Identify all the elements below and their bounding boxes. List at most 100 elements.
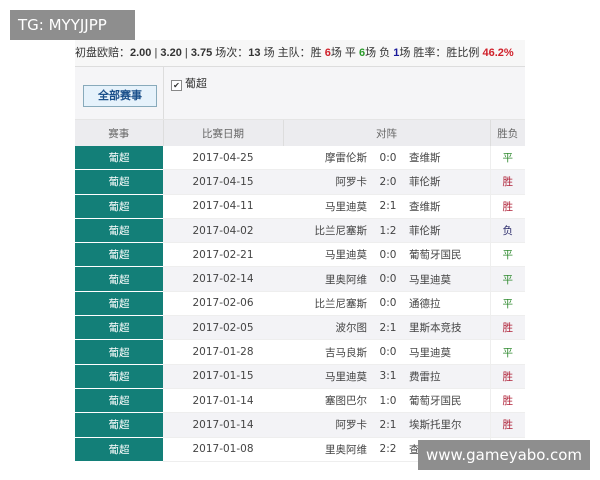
score: 2:1: [373, 412, 403, 438]
league-cell[interactable]: 葡超: [75, 169, 163, 195]
table-row[interactable]: 葡超 2017-02-05 波尔图 2:1 里斯本竞技胜: [75, 315, 525, 341]
table-row[interactable]: 葡超 2017-01-14 塞图巴尔 1:0 葡萄牙国民胜: [75, 388, 525, 414]
table-row[interactable]: 葡超 2017-02-21 马里迪莫 0:0 葡萄牙国民平: [75, 242, 525, 268]
score: 1:0: [373, 388, 403, 414]
date-cell: 2017-02-06: [163, 291, 283, 317]
table-header: 赛事 比赛日期 对阵 胜负: [75, 120, 525, 146]
home-team[interactable]: 塞图巴尔: [283, 388, 373, 414]
col-matchup[interactable]: 对阵: [283, 120, 491, 146]
matches-unit: 场: [263, 47, 275, 59]
away-team[interactable]: 马里迪莫: [403, 339, 490, 365]
league-cell[interactable]: 葡超: [75, 339, 163, 365]
date-cell: 2017-01-14: [163, 412, 283, 438]
date-cell: 2017-01-08: [163, 437, 283, 462]
away-team[interactable]: 埃斯托里尔: [403, 412, 490, 438]
checkbox-checked-icon[interactable]: ✔: [171, 80, 182, 91]
home-team[interactable]: 阿罗卡: [283, 169, 373, 195]
home-team[interactable]: 比兰尼塞斯: [283, 291, 373, 317]
wins-count: 6: [324, 47, 331, 59]
league-cell[interactable]: 葡超: [75, 218, 163, 244]
losses-count: 1: [393, 47, 400, 59]
all-events-button[interactable]: 全部赛事: [83, 85, 157, 107]
date-cell: 2017-02-14: [163, 266, 283, 292]
league-cell[interactable]: 葡超: [75, 146, 163, 171]
away-team[interactable]: 费雷拉: [403, 364, 490, 389]
table-row[interactable]: 葡超 2017-01-15 马里迪莫 3:1 费雷拉胜: [75, 364, 525, 389]
away-team[interactable]: 马里迪莫: [403, 266, 490, 292]
away-team[interactable]: 葡萄牙国民: [403, 242, 490, 268]
result-cell: 胜: [489, 194, 525, 219]
date-cell: 2017-04-25: [163, 146, 283, 171]
table-row[interactable]: 葡超 2017-04-02 比兰尼塞斯 1:2 菲伦斯负: [75, 218, 525, 244]
league-cell[interactable]: 葡超: [75, 194, 163, 219]
col-league[interactable]: 赛事: [75, 120, 164, 146]
league-filter-checkbox[interactable]: ✔ 葡超: [171, 75, 207, 91]
away-team[interactable]: 通德拉: [403, 291, 490, 317]
away-team[interactable]: 查维斯: [403, 194, 490, 219]
table-row[interactable]: 葡超 2017-04-15 阿罗卡 2:0 菲伦斯胜: [75, 169, 525, 195]
table-row[interactable]: 葡超 2017-01-28 吉马良斯 0:0 马里迪莫平: [75, 339, 525, 365]
league-cell[interactable]: 葡超: [75, 242, 163, 268]
league-cell[interactable]: 葡超: [75, 437, 163, 462]
result-cell: 胜: [489, 169, 525, 195]
col-date[interactable]: 比赛日期: [163, 120, 284, 146]
odds-home: 2.00: [130, 47, 152, 59]
filter-bar: 全部赛事 ✔ 葡超: [75, 67, 525, 120]
odds-draw: 3.20: [160, 47, 182, 59]
home-team[interactable]: 摩雷伦斯: [283, 146, 373, 171]
home-team[interactable]: 阿罗卡: [283, 412, 373, 438]
table-row[interactable]: 葡超 2017-04-25 摩雷伦斯 0:0 查维斯平: [75, 146, 525, 171]
date-cell: 2017-02-05: [163, 315, 283, 341]
home-team[interactable]: 里奥阿维: [283, 437, 373, 462]
home-label: 主队：: [277, 47, 311, 59]
away-team[interactable]: 葡萄牙国民: [403, 388, 490, 414]
score: 0:0: [373, 266, 403, 292]
win-label: 胜: [310, 47, 322, 59]
col-result[interactable]: 胜负: [490, 120, 525, 146]
result-cell: 胜: [489, 388, 525, 414]
league-cell[interactable]: 葡超: [75, 364, 163, 389]
league-cell[interactable]: 葡超: [75, 388, 163, 414]
date-cell: 2017-01-14: [163, 388, 283, 414]
league-cell[interactable]: 葡超: [75, 266, 163, 292]
date-cell: 2017-04-02: [163, 218, 283, 244]
table-row[interactable]: 葡超 2017-02-06 比兰尼塞斯 0:0 通德拉平: [75, 291, 525, 317]
away-team[interactable]: 里斯本竞技: [403, 315, 490, 341]
score: 0:0: [373, 291, 403, 317]
result-cell: 负: [489, 218, 525, 244]
home-team[interactable]: 吉马良斯: [283, 339, 373, 365]
date-cell: 2017-02-21: [163, 242, 283, 268]
score: 3:1: [373, 364, 403, 389]
rate-label: 胜率：胜比例: [413, 47, 480, 59]
win-rate: 46.2%: [482, 47, 514, 59]
date-cell: 2017-04-15: [163, 169, 283, 195]
league-cell[interactable]: 葡超: [75, 291, 163, 317]
result-cell: 胜: [489, 364, 525, 389]
odds-away: 3.75: [190, 47, 213, 59]
matches-count: 13: [248, 47, 261, 59]
result-cell: 平: [489, 339, 525, 365]
table-row[interactable]: 葡超 2017-04-11 马里迪莫 2:1 查维斯胜: [75, 194, 525, 219]
home-team[interactable]: 比兰尼塞斯: [283, 218, 373, 244]
home-team[interactable]: 马里迪莫: [283, 364, 373, 389]
table-row[interactable]: 葡超 2017-02-14 里奥阿维 0:0 马里迪莫平: [75, 266, 525, 292]
match-history-panel: 初盘欧赔：2.00 | 3.20 | 3.75 场次：13 场 主队：胜 6场 …: [75, 40, 525, 462]
score: 2:0: [373, 169, 403, 195]
league-cell[interactable]: 葡超: [75, 412, 163, 438]
draw-label: 场 平: [330, 47, 356, 59]
draws-count: 6: [358, 47, 366, 59]
league-cell[interactable]: 葡超: [75, 315, 163, 341]
table-row[interactable]: 葡超 2017-01-14 阿罗卡 2:1 埃斯托里尔胜: [75, 412, 525, 438]
home-team[interactable]: 里奥阿维: [283, 266, 373, 292]
home-team[interactable]: 马里迪莫: [283, 242, 373, 268]
odds-label: 初盘欧赔：: [75, 47, 130, 59]
away-team[interactable]: 菲伦斯: [403, 218, 490, 244]
home-team[interactable]: 马里迪莫: [283, 194, 373, 219]
home-team[interactable]: 波尔图: [283, 315, 373, 341]
result-cell: 胜: [489, 412, 525, 438]
away-team[interactable]: 菲伦斯: [403, 169, 490, 195]
away-team[interactable]: 查维斯: [403, 146, 490, 171]
date-cell: 2017-04-11: [163, 194, 283, 219]
league-filter-label: 葡超: [185, 77, 207, 90]
result-cell: 胜: [489, 315, 525, 341]
